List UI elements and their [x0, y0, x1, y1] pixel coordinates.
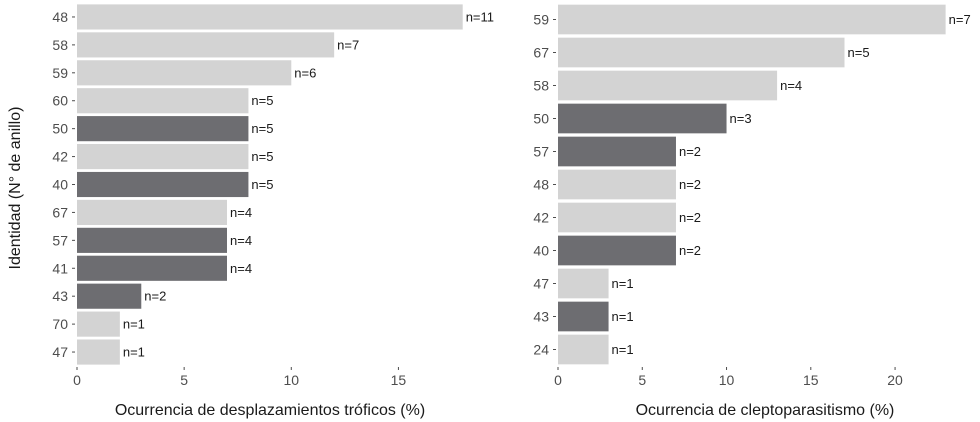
y-tick-label: 57 — [52, 232, 68, 248]
bar — [558, 103, 727, 134]
left-x-ticks: 0 5 10 15 — [73, 367, 406, 388]
x-tick-label: 5 — [180, 372, 188, 388]
y-tick-label: 48 — [52, 9, 68, 25]
left-x-axis-title: Ocurrencia de desplazamientos tróficos (… — [115, 402, 425, 419]
y-tick-label: 67 — [533, 45, 549, 61]
bar — [558, 4, 946, 35]
bar-value-label: n=1 — [612, 309, 634, 324]
x-tick-label: 0 — [73, 372, 81, 388]
bar — [77, 88, 249, 114]
bar — [558, 268, 609, 299]
panel-right: n=7 n=5 n=4 n=3 n=2 n=2 n=2 n=2 n=1 n=1 n=1 59 67 58… — [533, 4, 971, 419]
x-tick-label: 5 — [638, 372, 646, 388]
bar-value-label: n=1 — [123, 345, 145, 360]
right-x-axis-title: Ocurrencia de cleptoparasitismo (%) — [636, 402, 895, 419]
y-tick-label: 42 — [533, 210, 549, 226]
bar — [77, 255, 227, 281]
y-tick-label: 57 — [533, 144, 549, 160]
y-tick-label: 47 — [52, 344, 68, 360]
bar — [558, 136, 676, 167]
bar — [77, 199, 227, 225]
bar — [77, 4, 463, 30]
bar-value-label: n=5 — [251, 149, 273, 164]
y-tick-label: 70 — [52, 316, 68, 332]
bar-value-label: n=7 — [949, 12, 971, 27]
bar-value-label: n=5 — [251, 177, 273, 192]
bar — [558, 202, 676, 233]
panel-left: n=11n=7n=6n=5n=5n=5n=5n=4n=4n=4n=2n=1n=1… — [52, 4, 494, 419]
left-bars: n=11 n=7 n=6 n=5 n=5 n=5 n=5 n=4 n=4 n=4 n=2 n=1 n=1 — [77, 4, 494, 365]
bar-value-label: n=6 — [294, 65, 316, 80]
y-tick-label: 43 — [533, 309, 549, 325]
y-tick-label: 41 — [52, 260, 68, 276]
y-tick-label: 48 — [533, 177, 549, 193]
y-tick-label: 40 — [533, 243, 549, 259]
x-tick-label: 20 — [887, 372, 903, 388]
bar — [558, 37, 845, 68]
x-tick-label: 10 — [283, 372, 299, 388]
bar-value-label: n=4 — [780, 78, 802, 93]
right-category-labels: 59 67 58 50 57 48 42 40 47 43 24 — [533, 12, 556, 358]
bar — [77, 227, 227, 253]
y-tick-label: 58 — [533, 78, 549, 94]
bar-value-label: n=1 — [612, 342, 634, 357]
y-axis-title: Identidad (N° de anillo) — [7, 107, 24, 270]
y-tick-label: 40 — [52, 177, 68, 193]
x-tick-label: 10 — [719, 372, 735, 388]
y-tick-label: 50 — [533, 111, 549, 127]
bar — [558, 169, 676, 200]
left-category-labels: 48 58 59 60 50 42 40 67 57 41 43 70 47 — [52, 9, 75, 360]
bar-value-label: n=3 — [730, 111, 752, 126]
bar — [77, 283, 142, 309]
bar-value-label: n=2 — [144, 289, 166, 304]
bar-value-label: n=7 — [337, 37, 359, 52]
bar — [77, 171, 249, 198]
y-tick-label: 43 — [52, 288, 68, 304]
y-tick-label: 50 — [52, 121, 68, 137]
bar-value-label: n=2 — [679, 177, 701, 192]
y-tick-label: 60 — [52, 93, 68, 109]
bar — [77, 339, 120, 365]
bar-value-label: n=4 — [230, 261, 252, 276]
bar-value-label: n=4 — [230, 233, 252, 248]
bar-value-label: n=4 — [230, 205, 252, 220]
y-tick-label: 42 — [52, 149, 68, 165]
bar-value-label: n=5 — [848, 45, 870, 60]
bar — [77, 144, 249, 170]
right-x-ticks: 0 5 10 15 20 — [554, 367, 903, 388]
y-tick-label: 59 — [533, 12, 549, 28]
bar-value-label: n=11 — [466, 9, 494, 24]
bar — [77, 60, 292, 86]
y-tick-label: 59 — [52, 65, 68, 81]
bar-value-label: n=1 — [123, 317, 145, 332]
bar-value-label: n=2 — [679, 210, 701, 225]
y-tick-label: 24 — [533, 342, 549, 358]
bar-value-label: n=5 — [251, 93, 273, 108]
x-tick-label: 0 — [554, 372, 562, 388]
bar — [558, 235, 676, 266]
bar — [77, 311, 120, 337]
bar-value-label: n=5 — [251, 121, 273, 136]
y-tick-label: 67 — [52, 204, 68, 220]
bar-value-label: n=1 — [612, 276, 634, 291]
bar — [558, 301, 609, 332]
right-bars: n=7 n=5 n=4 n=3 n=2 n=2 n=2 n=2 n=1 n=1 n=1 — [558, 4, 971, 365]
bar — [77, 116, 249, 142]
bar — [558, 70, 778, 101]
y-tick-label: 47 — [533, 276, 549, 292]
x-tick-label: 15 — [803, 372, 819, 388]
x-tick-label: 15 — [391, 372, 407, 388]
y-tick-label: 58 — [52, 37, 68, 53]
bar — [558, 334, 609, 365]
bar — [77, 32, 335, 58]
bar-value-label: n=2 — [679, 243, 701, 258]
bar-value-label: n=2 — [679, 144, 701, 159]
